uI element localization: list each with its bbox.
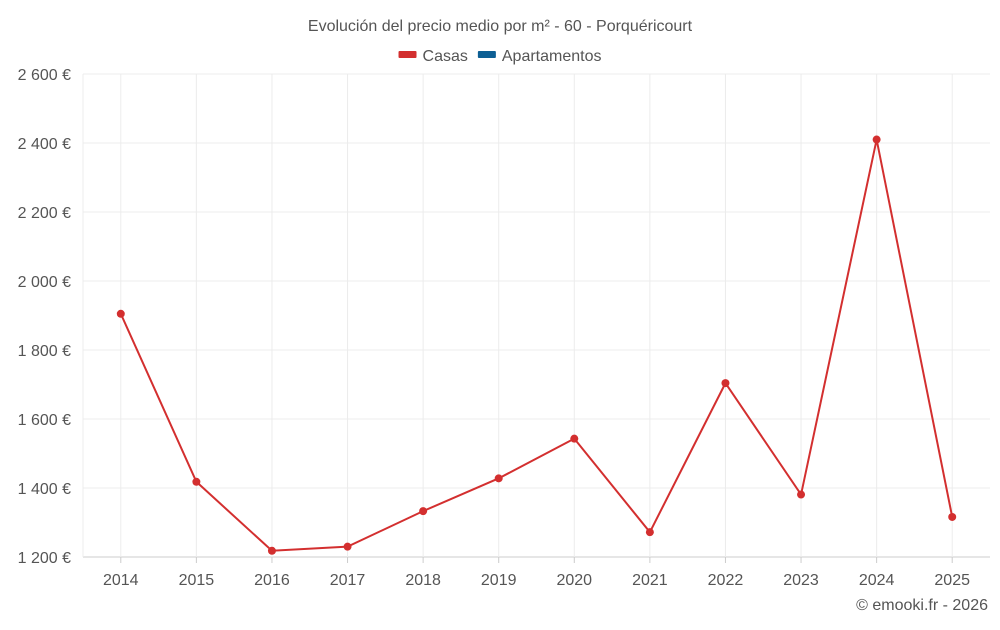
data-point	[948, 512, 957, 521]
x-tick-label: 2025	[934, 572, 970, 589]
y-tick-label: 2 000 €	[18, 274, 71, 291]
x-tick-label: 2021	[632, 572, 668, 589]
series-layer	[116, 135, 957, 555]
legend-swatch	[398, 51, 417, 58]
y-tick-label: 1 400 €	[18, 481, 71, 498]
x-tick-label: 2022	[708, 572, 744, 589]
x-tick-label: 2017	[330, 572, 366, 589]
data-point	[267, 546, 276, 555]
y-tick-label: 2 200 €	[18, 205, 71, 222]
x-tick-label: 2024	[859, 572, 895, 589]
data-point	[645, 528, 654, 537]
y-tick-label: 1 600 €	[18, 412, 71, 429]
x-axis: 2014 2015 2016 2017 2018 2019 2020 2021 2022 2023…	[103, 557, 970, 589]
y-tick-label: 2 400 €	[18, 136, 71, 153]
data-point	[116, 309, 125, 318]
data-point	[192, 477, 201, 486]
x-tick-label: 2019	[481, 572, 517, 589]
legend-swatch	[477, 51, 496, 58]
series-line-casas	[119, 139, 954, 552]
x-tick-label: 2018	[405, 572, 441, 589]
chart-title: Evolución del precio medio por m² - 60 -…	[308, 18, 693, 35]
y-tick-label: 2 600 €	[18, 67, 71, 84]
data-point	[494, 474, 503, 483]
y-tick-label: 1 800 €	[18, 343, 71, 360]
data-point	[721, 379, 730, 388]
credit-text: © emooki.fr - 2026	[856, 597, 988, 614]
data-point	[872, 135, 881, 144]
y-axis: 1 200 € 1 400 € 1 600 € 1 800 € 2 000 € 2 200…	[18, 67, 71, 567]
data-point	[419, 507, 428, 516]
x-tick-label: 2023	[783, 572, 819, 589]
x-tick-label: 2015	[179, 572, 215, 589]
x-tick-label: 2014	[103, 572, 139, 589]
legend-label: Casas	[423, 48, 468, 65]
data-point	[343, 542, 352, 551]
legend-label: Apartamentos	[502, 48, 602, 65]
y-tick-label: 1 200 €	[18, 550, 71, 567]
legend: Casas Apartamentos	[398, 48, 602, 65]
x-tick-label: 2020	[556, 572, 592, 589]
data-point	[570, 434, 579, 443]
x-tick-label: 2016	[254, 572, 290, 589]
grid	[82, 73, 990, 558]
data-point	[797, 490, 806, 499]
